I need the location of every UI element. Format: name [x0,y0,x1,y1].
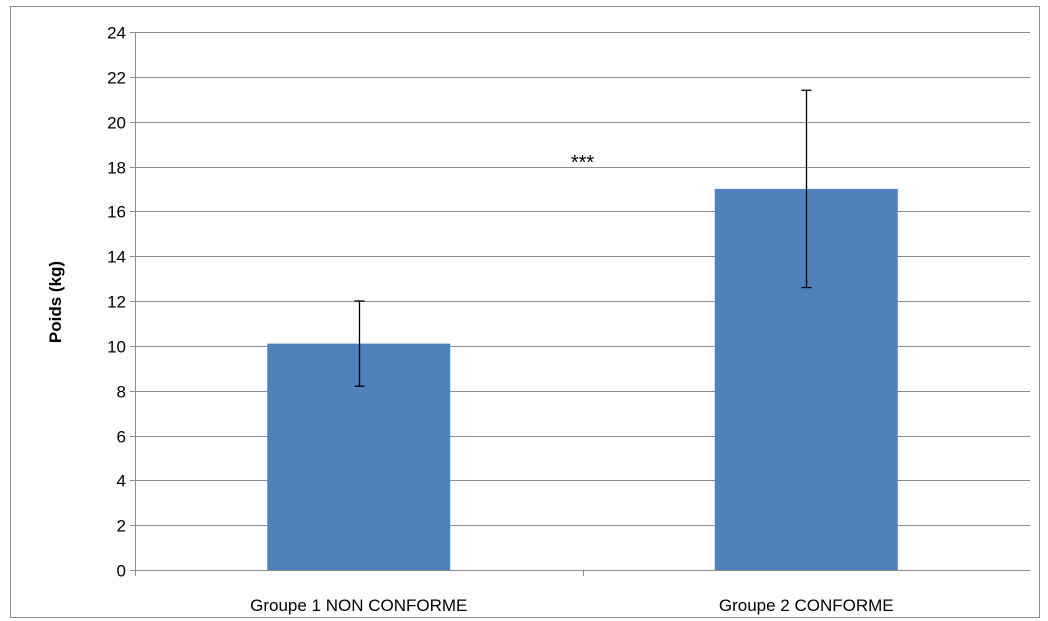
bars [267,188,898,570]
error-bars [354,89,812,387]
y-tick-label: 10 [107,338,126,357]
y-tick-label: 16 [107,203,126,222]
y-axis-title: Poids (kg) [46,261,65,343]
y-tick-label: 4 [117,472,126,491]
x-category-labels: Groupe 1 NON CONFORME Groupe 2 CONFORME [250,596,894,615]
y-tick-label: 12 [107,293,126,312]
bar [267,343,451,570]
y-tick-label: 20 [107,114,126,133]
y-tick-label: 6 [117,428,126,447]
y-tick-label: 22 [107,69,126,88]
axes [130,32,1030,576]
y-tick-label: 24 [107,24,126,43]
x-category-label: Groupe 2 CONFORME [719,596,894,615]
y-tick-label: 8 [117,383,126,402]
y-tick-label: 2 [117,517,126,536]
y-tick-label: 18 [107,159,126,178]
x-category-label: Groupe 1 NON CONFORME [250,596,467,615]
y-tick-label: 14 [107,248,126,267]
y-tick-label: 0 [117,562,126,581]
significance-annotation: *** [571,152,595,174]
